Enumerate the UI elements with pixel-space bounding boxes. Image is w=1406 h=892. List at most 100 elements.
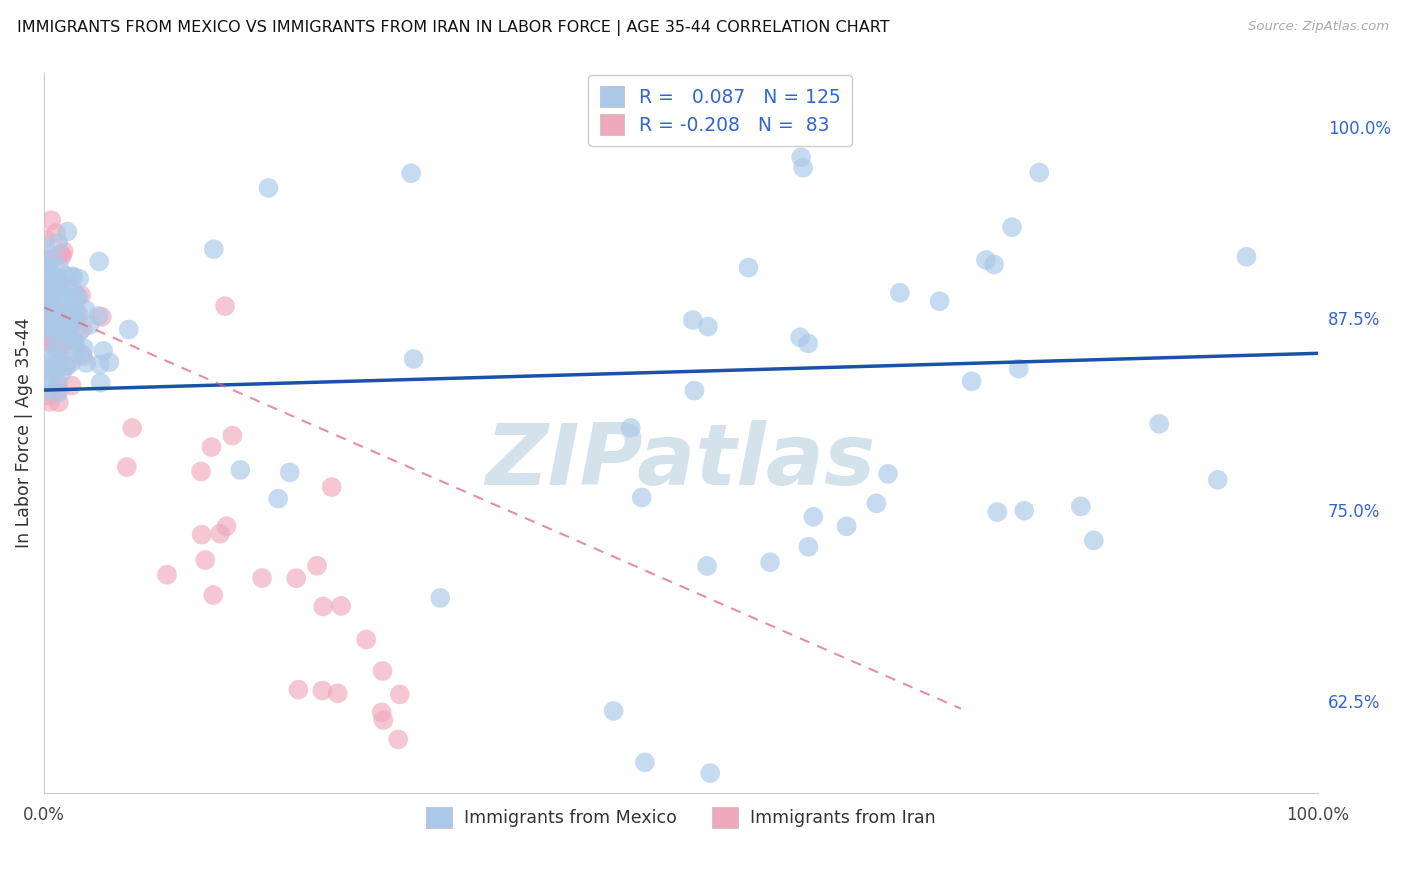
Point (190, 527, 212, 541)
Point (45, 296, 67, 310)
Point (46, 377, 69, 392)
Point (214, 299, 236, 313)
Point (45, 363, 67, 377)
Point (67, 271, 90, 285)
Point (38, 300, 60, 314)
Point (37, 384, 59, 398)
Point (39, 283, 62, 297)
Point (55, 318, 77, 333)
Point (46, 385, 69, 400)
Point (48, 329, 70, 343)
Point (34, 300, 56, 314)
Point (48, 280, 70, 294)
Point (696, 559, 718, 574)
Point (35, 324, 58, 338)
Point (1206, 473, 1229, 487)
Point (70, 288, 93, 302)
Point (49, 325, 72, 339)
Point (311, 683, 333, 698)
Point (62, 313, 84, 327)
Point (65, 314, 87, 328)
Point (38, 270, 60, 285)
Point (55, 268, 77, 283)
Y-axis label: In Labor Force | Age 35-44: In Labor Force | Age 35-44 (15, 318, 32, 549)
Point (682, 313, 704, 327)
Point (75, 356, 97, 370)
Point (65, 312, 87, 326)
Point (321, 480, 343, 494)
Point (51, 249, 73, 263)
Point (62, 302, 84, 317)
Point (48, 288, 70, 302)
Point (156, 567, 179, 582)
Point (1007, 361, 1029, 376)
Point (305, 558, 328, 573)
Point (38, 281, 60, 295)
Point (285, 571, 308, 585)
Point (630, 491, 652, 505)
Point (60, 281, 83, 295)
Point (221, 428, 243, 442)
Point (215, 519, 238, 533)
Point (37, 260, 59, 274)
Point (42, 296, 65, 310)
Point (48, 395, 70, 409)
Point (354, 632, 377, 647)
Point (46, 376, 69, 390)
Point (797, 336, 820, 351)
Point (52, 301, 75, 315)
Point (202, 588, 225, 602)
Point (46, 337, 69, 351)
Point (39, 310, 62, 324)
Point (63, 334, 86, 348)
Point (202, 242, 225, 256)
Point (63, 337, 86, 351)
Point (46, 351, 69, 365)
Point (402, 351, 425, 366)
Text: IMMIGRANTS FROM MEXICO VS IMMIGRANTS FROM IRAN IN LABOR FORCE | AGE 35-44 CORREL: IMMIGRANTS FROM MEXICO VS IMMIGRANTS FRO… (17, 20, 890, 36)
Point (75, 302, 97, 317)
Point (90, 310, 112, 324)
Point (42, 347, 65, 361)
Point (49, 316, 72, 330)
Point (602, 704, 624, 718)
Point (257, 181, 280, 195)
Point (429, 591, 451, 605)
Point (267, 491, 290, 506)
Point (46, 384, 69, 398)
Point (37, 307, 59, 321)
Point (51, 365, 73, 379)
Point (34, 232, 56, 246)
Point (737, 260, 759, 275)
Point (46, 340, 69, 354)
Point (89, 254, 111, 268)
Point (697, 319, 720, 334)
Point (1236, 250, 1258, 264)
Point (250, 571, 273, 585)
Point (39, 286, 62, 301)
Point (98, 355, 121, 369)
Point (1028, 165, 1050, 179)
Point (49, 247, 72, 261)
Point (38, 330, 60, 344)
Point (34, 360, 56, 375)
Point (399, 166, 422, 180)
Point (797, 540, 820, 554)
Point (194, 553, 217, 567)
Point (865, 496, 887, 510)
Point (1001, 220, 1024, 235)
Point (48, 293, 70, 308)
Point (1149, 417, 1171, 431)
Point (42, 292, 65, 306)
Point (72, 321, 94, 335)
Point (49, 340, 72, 354)
Point (41, 314, 63, 328)
Point (38, 388, 60, 402)
Point (37, 296, 59, 310)
Point (39, 213, 62, 227)
Point (326, 686, 349, 700)
Point (51, 315, 73, 329)
Point (986, 505, 1008, 519)
Point (65, 303, 87, 318)
Point (34, 274, 56, 288)
